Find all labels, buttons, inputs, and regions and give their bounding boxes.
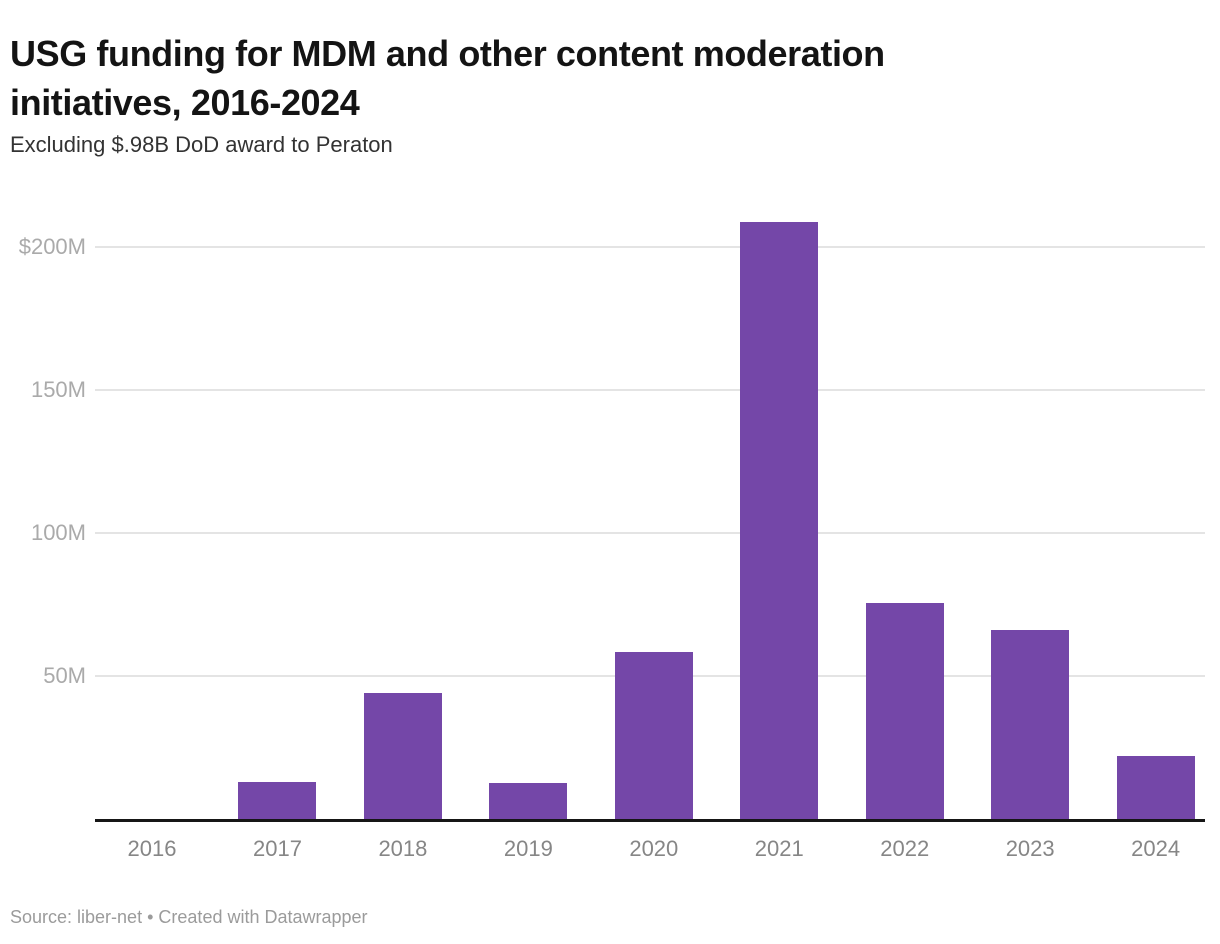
x-tick-label-2017: 2017 (252, 836, 302, 861)
chart-title-line-2: initiatives, 2016-2024 (10, 82, 360, 124)
gridline-150m (95, 389, 1205, 392)
y-tick-label-150m: 150M (30, 377, 86, 403)
y-tick-label-200m: $200M (18, 234, 86, 260)
datawrapper-credit-link[interactable]: Created with Datawrapper (158, 907, 368, 927)
footer-separator: • (147, 907, 154, 927)
gridline-200m (95, 246, 1205, 249)
y-tick-label-100m: 100M (30, 520, 86, 546)
x-tick-label-2023: 2023 (1005, 836, 1055, 861)
x-tick-label-2022: 2022 (880, 836, 930, 861)
bar-2020[interactable] (614, 651, 693, 819)
x-tick-label-2016: 2016 (127, 836, 177, 861)
bar-2017[interactable] (238, 781, 317, 819)
bar-2024[interactable] (1116, 756, 1195, 819)
y-tick-label-50m: 50M (43, 663, 86, 689)
bar-2021[interactable] (740, 221, 819, 819)
x-axis-baseline (95, 819, 1205, 822)
gridline-100m (95, 532, 1205, 535)
chart-footer: Source: liber-net • Created with Datawra… (10, 905, 368, 929)
bar-2018[interactable] (363, 693, 442, 819)
x-tick-label-2020: 2020 (629, 836, 679, 861)
chart-title: USG funding for MDM and other content mo… (10, 29, 1110, 127)
bar-2019[interactable] (489, 783, 568, 819)
bar-2023[interactable] (991, 630, 1070, 819)
x-tick-label-2024: 2024 (1131, 836, 1181, 861)
chart-title-line-1: USG funding for MDM and other content mo… (10, 33, 885, 75)
x-tick-label-2018: 2018 (378, 836, 428, 861)
chart-subtitle: Excluding $.98B DoD award to Peraton (10, 132, 393, 157)
x-tick-label-2019: 2019 (503, 836, 553, 861)
bar-2022[interactable] (865, 603, 944, 819)
x-tick-label-2021: 2021 (754, 836, 804, 861)
source-text: Source: liber-net (10, 907, 143, 927)
